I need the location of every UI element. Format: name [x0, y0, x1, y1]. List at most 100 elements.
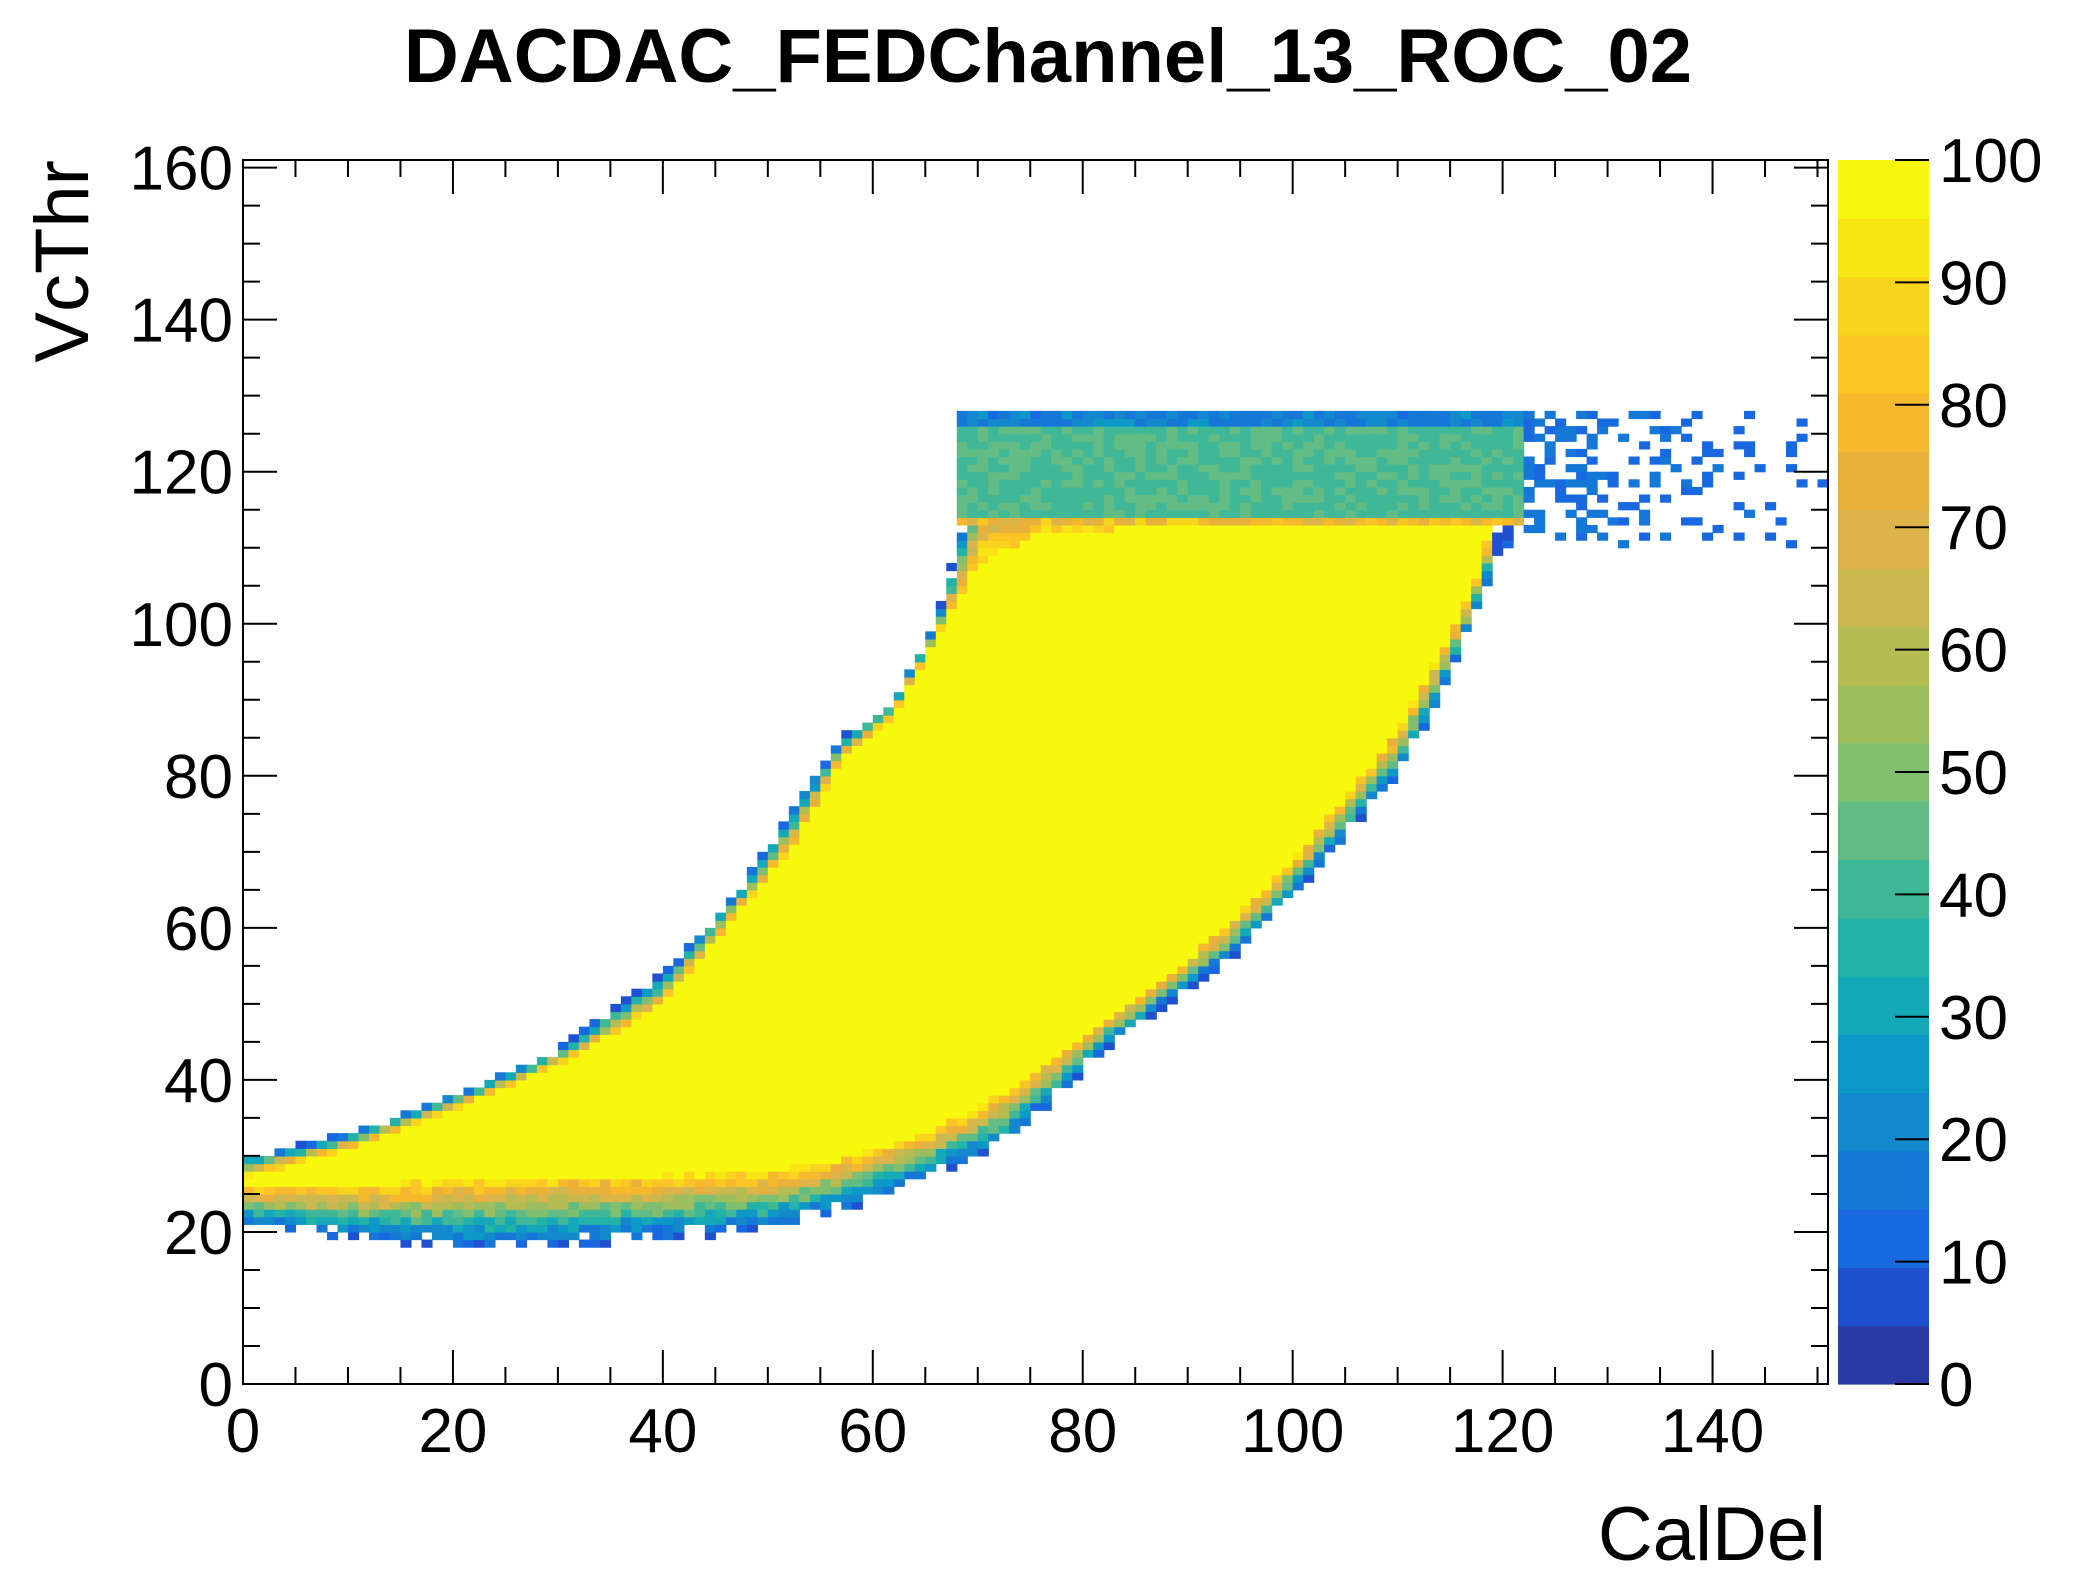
heatmap-cell [505, 1095, 517, 1104]
heatmap-cell [652, 1125, 664, 1134]
heatmap-cell [1124, 958, 1136, 967]
heatmap-cell [946, 844, 958, 853]
heatmap-cell [1051, 578, 1063, 587]
heatmap-cell [1124, 570, 1136, 579]
heatmap-cell [1292, 829, 1304, 838]
heatmap-cell [1166, 433, 1178, 442]
heatmap-cell [1156, 1003, 1168, 1013]
heatmap-cell [998, 844, 1010, 853]
heatmap-cell [1030, 836, 1042, 845]
heatmap-cell [1156, 494, 1168, 503]
heatmap-cell [883, 1140, 895, 1149]
heatmap-cell [1261, 882, 1273, 891]
heatmap-cell [935, 1011, 947, 1020]
heatmap-cell [1166, 631, 1178, 640]
heatmap-cell [1072, 471, 1084, 480]
heatmap-cell [274, 1201, 286, 1210]
heatmap-cell [1093, 806, 1105, 815]
heatmap-cell [767, 927, 779, 937]
heatmap-cell [967, 509, 979, 518]
heatmap-cell [1072, 540, 1084, 549]
heatmap-cell [547, 1072, 559, 1081]
heatmap-cell [988, 494, 1000, 503]
heatmap-cell [788, 882, 800, 891]
heatmap-cell [788, 1117, 800, 1127]
heatmap-cell [736, 1019, 748, 1028]
heatmap-cell [1103, 1041, 1115, 1051]
heatmap-cell [946, 813, 958, 823]
heatmap-cell [1198, 798, 1210, 807]
heatmap-cell [557, 1110, 569, 1119]
heatmap-cell [830, 768, 842, 777]
heatmap-cell [1103, 768, 1115, 777]
heatmap-cell [820, 836, 832, 845]
heatmap-cell [736, 973, 748, 982]
heatmap-cell [1198, 783, 1210, 792]
heatmap-cell [1051, 623, 1063, 632]
heatmap-cell [946, 1011, 958, 1020]
heatmap-cell [977, 806, 989, 815]
heatmap-cell [1219, 532, 1231, 541]
heatmap-cell [1051, 996, 1063, 1005]
heatmap-cell [1166, 623, 1178, 632]
heatmap-cell [243, 1178, 255, 1187]
heatmap-cell [1229, 426, 1241, 435]
heatmap-cell [1030, 502, 1042, 511]
heatmap-cell [442, 1186, 454, 1195]
heatmap-cell [830, 912, 842, 921]
heatmap-cell [704, 988, 716, 997]
heatmap-cell [1051, 646, 1063, 655]
heatmap-cell [1187, 593, 1199, 602]
heatmap-cell [767, 988, 779, 997]
heatmap-cell [1250, 707, 1262, 716]
heatmap-cell [631, 1041, 643, 1051]
heatmap-cell [1250, 920, 1262, 929]
heatmap-cell [998, 578, 1010, 587]
heatmap-cell [935, 1003, 947, 1013]
heatmap-cell [1051, 988, 1063, 997]
heatmap-cell [841, 988, 853, 997]
heatmap-cell [452, 1148, 465, 1157]
heatmap-cell [1198, 433, 1210, 442]
heatmap-cell [925, 943, 937, 952]
heatmap-cell [1135, 798, 1147, 807]
heatmap-cell [799, 1057, 811, 1066]
heatmap-cell [925, 791, 937, 800]
heatmap-cell [589, 1163, 601, 1172]
heatmap-cell [1019, 806, 1031, 815]
heatmap-cell [1030, 441, 1042, 450]
heatmap-cell [1198, 752, 1210, 762]
heatmap-cell [1124, 540, 1136, 549]
heatmap-cell [998, 486, 1010, 496]
heatmap-cell [820, 889, 832, 899]
heatmap-cell [1166, 608, 1178, 617]
heatmap-cell [368, 1148, 381, 1157]
heatmap-cell [1114, 829, 1126, 838]
heatmap-cell [1250, 456, 1262, 465]
heatmap-cell [1030, 958, 1042, 967]
heatmap-cell [1187, 874, 1199, 883]
heatmap-cell [1072, 532, 1084, 541]
heatmap-cell [977, 821, 989, 830]
heatmap-cell [1145, 806, 1157, 815]
heatmap-cell [1156, 867, 1168, 876]
heatmap-cell [421, 1110, 433, 1119]
heatmap-cell [1103, 517, 1115, 526]
heatmap-cell [914, 791, 926, 800]
heatmap-cell [578, 1148, 590, 1157]
heatmap-cell [767, 996, 779, 1005]
heatmap-cell [830, 1072, 842, 1081]
heatmap-cell [1198, 714, 1210, 724]
heatmap-cell [1030, 562, 1042, 572]
heatmap-cell [463, 1117, 475, 1127]
heatmap-cell [452, 1125, 465, 1134]
heatmap-cell [452, 1224, 465, 1233]
heatmap-cell [746, 1011, 758, 1020]
heatmap-cell [893, 1087, 905, 1096]
heatmap-cell [977, 836, 989, 845]
heatmap-cell [1198, 562, 1210, 572]
heatmap-cell [799, 829, 811, 838]
heatmap-cell [1019, 418, 1031, 427]
heatmap-cell [778, 1057, 790, 1066]
heatmap-cell [872, 798, 884, 807]
